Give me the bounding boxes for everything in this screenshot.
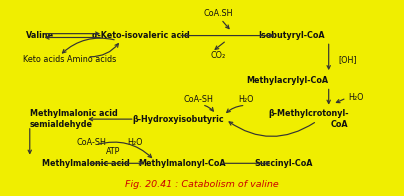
- Text: H₂O: H₂O: [238, 95, 253, 104]
- Text: Methylacrylyl-CoA: Methylacrylyl-CoA: [246, 76, 329, 85]
- Text: CoA-SH: CoA-SH: [76, 138, 106, 147]
- Text: Keto acids: Keto acids: [23, 55, 64, 64]
- Text: CO₂: CO₂: [210, 51, 225, 60]
- Text: CoA.SH: CoA.SH: [203, 9, 233, 18]
- Text: β-Methylcrotonyl-
CoA: β-Methylcrotonyl- CoA: [268, 109, 349, 129]
- Text: Valine: Valine: [26, 31, 54, 40]
- Text: Isobutyryl-CoA: Isobutyryl-CoA: [258, 31, 325, 40]
- Text: H₂O: H₂O: [127, 138, 143, 147]
- Text: Methylmalonic acid: Methylmalonic acid: [42, 159, 129, 168]
- Text: CoA-SH: CoA-SH: [183, 95, 213, 104]
- Text: Methylmalonic acid
semialdehyde: Methylmalonic acid semialdehyde: [30, 109, 118, 129]
- Text: ATP: ATP: [106, 147, 120, 156]
- Text: H₂O: H₂O: [349, 93, 364, 103]
- Text: α-Keto-isovaleric acid: α-Keto-isovaleric acid: [92, 31, 189, 40]
- Text: Fig. 20.41 : Catabolism of valine: Fig. 20.41 : Catabolism of valine: [125, 180, 279, 189]
- Text: Succinyl-CoA: Succinyl-CoA: [255, 159, 313, 168]
- Text: Amino acids: Amino acids: [67, 55, 116, 64]
- Text: β-Hydroxyisobutyric: β-Hydroxyisobutyric: [133, 115, 224, 124]
- Text: Methylmalonyl-CoA: Methylmalonyl-CoA: [139, 159, 226, 168]
- Text: [OH]: [OH]: [339, 55, 357, 64]
